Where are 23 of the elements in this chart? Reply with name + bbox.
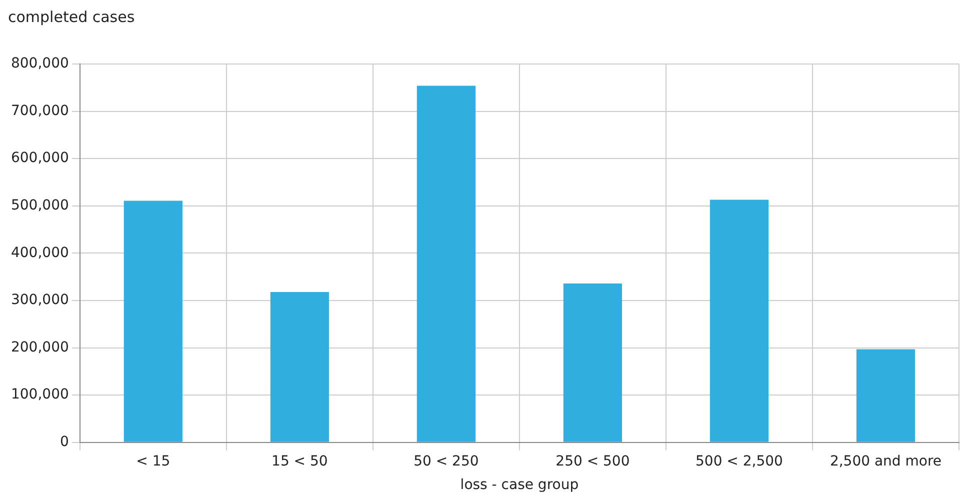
y-tick-label: 100,000 xyxy=(10,386,69,403)
y-tick-label: 500,000 xyxy=(10,198,69,214)
bar xyxy=(270,292,329,442)
y-tick-label: 800,000 xyxy=(10,56,69,72)
bar xyxy=(856,349,916,442)
x-tick-label: 2,500 and more xyxy=(830,453,942,470)
x-tick-label: 500 < 2,500 xyxy=(696,453,783,470)
x-tick-label: < 15 xyxy=(136,453,170,470)
x-tick-label: 250 < 500 xyxy=(556,453,630,470)
bar xyxy=(124,200,182,442)
bar xyxy=(563,283,622,442)
x-axis-title: loss - case group xyxy=(460,477,579,494)
y-tick-label: 700,000 xyxy=(10,102,69,119)
bar xyxy=(710,200,769,442)
y-axis-title: completed cases xyxy=(8,8,135,26)
bar xyxy=(416,86,476,442)
y-tick-label: 0 xyxy=(60,434,69,450)
x-tick-label: 50 < 250 xyxy=(414,453,479,470)
y-tick-label: 300,000 xyxy=(10,292,69,308)
x-tick-label: 15 < 50 xyxy=(272,453,328,470)
y-tick-label: 600,000 xyxy=(10,150,69,166)
y-tick-label: 200,000 xyxy=(10,339,69,356)
y-tick-label: 400,000 xyxy=(10,244,69,261)
